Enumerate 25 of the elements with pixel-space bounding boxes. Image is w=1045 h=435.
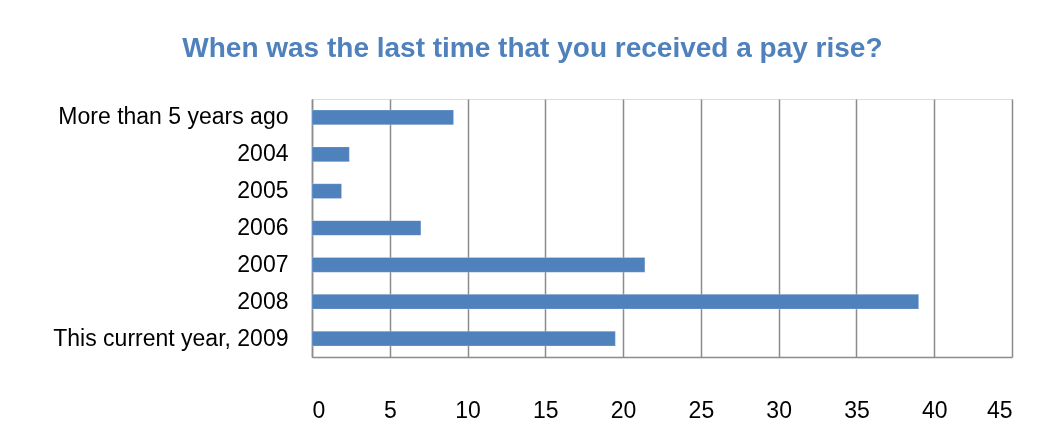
bar: [311, 257, 646, 273]
x-tick-label: 10: [455, 396, 481, 423]
y-tick-label: 2007: [237, 250, 289, 277]
x-tick-label: 0: [312, 396, 326, 423]
bar: [311, 183, 342, 199]
y-tick-label: 2005: [237, 177, 289, 204]
bar: [311, 220, 422, 236]
bar: [311, 330, 616, 347]
y-tick-label: This current year, 2009: [53, 324, 289, 351]
y-tick-label: 2004: [237, 140, 289, 167]
bar: [311, 294, 919, 310]
x-tick-label: 45: [986, 396, 1013, 423]
x-tick-label: 30: [766, 396, 792, 423]
bar: [311, 109, 454, 126]
x-tick-label: 35: [844, 396, 870, 423]
x-tick-label: 25: [688, 396, 715, 423]
chart-title: When was the last time that you received a pay rise?: [182, 32, 883, 63]
x-tick-label: 20: [610, 396, 637, 423]
y-tick-label: More than 5 years ago: [58, 103, 289, 130]
y-tick-label: 2006: [237, 214, 289, 240]
y-tick-label: 2008: [237, 287, 289, 314]
x-tick-label: 5: [383, 396, 397, 423]
bar: [311, 146, 350, 162]
x-tick-label: 15: [533, 396, 559, 423]
x-tick-label: 40: [921, 396, 948, 423]
